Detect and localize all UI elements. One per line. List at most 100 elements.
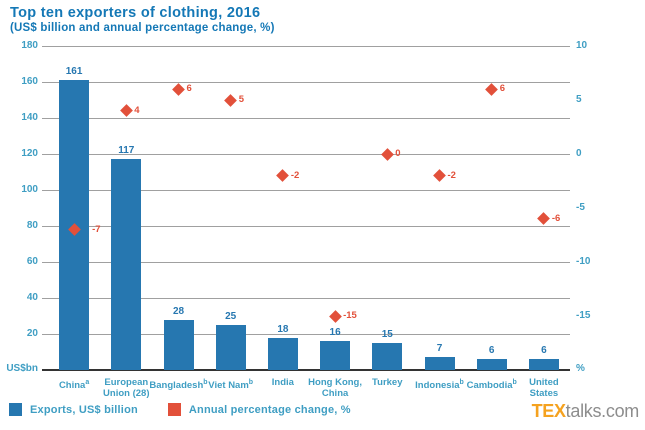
diamond-marker [119,104,133,118]
y-axis-tick-left: 180 [21,40,38,51]
category-label: Turkey [356,377,418,388]
gridline [42,261,570,263]
logo-tex-text: TEX [531,401,566,421]
bar [111,159,142,370]
diamond-marker [537,212,551,226]
bar [320,341,351,370]
marker-value-label: 5 [238,94,244,105]
y-axis-tick-left: 60 [26,256,38,267]
category-label: European Union (28) [95,377,157,399]
legend-item-change: Annual percentage change, % [167,403,351,416]
diamond-marker [433,169,446,182]
bar [528,359,559,370]
marker-value-label: -2 [290,169,300,181]
category-label-line: Chinaa [58,379,90,392]
y-axis-tick-left: 140 [21,112,38,123]
gridline [42,333,570,335]
bar-value-label: 7 [436,343,443,355]
chart-subtitle: (US$ billion and annual percentage chang… [10,22,275,34]
marker-value-label: 0 [395,148,401,159]
category-label-line: Indonesiab [415,379,464,392]
y-axis-tick-left: 100 [21,184,38,195]
bar [215,325,246,370]
bar [372,343,403,370]
bar [163,319,194,370]
category-label: Hong Kong, China [304,377,366,399]
gridline [42,153,570,155]
category-label-line: Bangladeshb [149,379,208,392]
category-footnote-marker: b [459,379,464,386]
y-axis-tick-right: -10 [576,256,591,267]
marker-value-label: 6 [186,83,192,95]
diamond-marker [485,82,499,96]
category-label-line: States [529,388,559,399]
bar [476,359,507,370]
y-axis-tick-left: 160 [21,76,38,87]
category-label: United States [513,377,575,399]
y-axis-tick-right: 10 [576,40,588,51]
category-footnote-marker: b [512,379,517,386]
bar [267,337,298,370]
category-label: Indonesiab [408,377,470,391]
change-legend-label: Annual percentage change, % [188,403,351,416]
chart-title: Top ten exporters of clothing, 2016 [10,5,261,21]
marker-value-label: 6 [499,83,505,95]
bar-value-label: 18 [277,323,289,335]
diamond-marker [328,309,342,323]
category-label: Bangladeshb [147,377,209,391]
marker-value-label: -2 [447,169,456,181]
bar-value-label: 28 [172,305,185,317]
x-axis-baseline [42,369,570,371]
gridline [42,225,570,227]
bar [424,357,455,370]
category-label-line: European [104,377,149,388]
y-axis-tick-right: -15 [576,310,591,321]
category-footnote-marker: b [248,379,254,386]
category-label: Viet Namb [200,377,262,391]
gridline [42,189,570,191]
bar-value-label: 16 [329,327,341,339]
logo-talks-text: talks.com [565,401,640,421]
diamond-marker [380,147,394,161]
y-axis-tick-right: 0 [576,148,582,159]
category-label-line: Viet Namb [208,379,254,392]
y-axis-tick-right: 5 [576,94,582,105]
marker-value-label: -7 [92,223,101,235]
gridline [42,81,570,83]
marker-value-label: -15 [343,310,357,321]
marker-value-label: -6 [551,212,561,224]
y-axis-tick-right: -5 [576,202,585,213]
category-label: Cambodiab [461,377,523,391]
y-axis-tick-left: 20 [26,328,38,339]
bar-value-label: 117 [118,145,135,157]
legend-item-exports: Exports, US$ billion [9,403,138,416]
category-footnote-marker: a [85,379,90,386]
y-axis-unit-left: US$bn [6,363,38,374]
category-label-line: Cambodiab [466,379,517,392]
gridline [42,297,570,299]
exports-legend-swatch [9,403,22,416]
diamond-marker [172,82,185,96]
bar-value-label: 6 [541,345,547,357]
category-label-line: China [321,388,349,399]
category-label-line: Turkey [372,377,403,388]
gridline [42,117,570,119]
marker-value-label: 4 [134,104,140,116]
bar-value-label: 25 [225,311,237,322]
category-label-line: India [271,377,294,388]
y-axis-tick-left: 120 [21,148,38,159]
category-label-line: Hong Kong, [308,377,362,388]
diamond-marker [224,93,238,107]
category-footnote-marker: b [203,379,208,386]
bar-value-label: 15 [381,329,393,340]
category-label: Chinaa [43,377,105,391]
bar-value-label: 161 [65,66,83,78]
diamond-marker [276,169,290,182]
legend: Exports, US$ billion Annual percentage c… [9,403,351,416]
y-axis-tick-left: 40 [26,292,38,303]
y-axis-unit-right: % [576,363,585,374]
bar-value-label: 6 [488,345,495,357]
change-legend-swatch [167,403,181,416]
